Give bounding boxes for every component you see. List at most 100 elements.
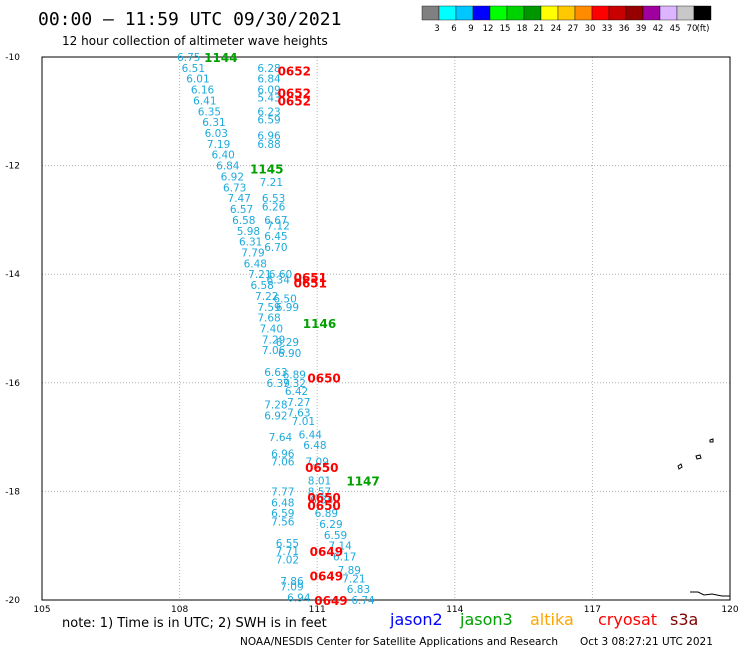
swh-value-label: 6.83 [347, 584, 370, 596]
satellite-legend-s3a: s3a [670, 610, 698, 629]
swh-value-label: 6.57 [230, 204, 253, 216]
swh-value-label: 6.89 [283, 370, 306, 382]
colorbar-swatch [540, 5, 559, 21]
swh-value-label: 6.63 [264, 367, 287, 379]
colorbar-label: 36 [619, 24, 630, 34]
colorbar-label: (ft) [697, 24, 710, 34]
footer-timestamp: Oct 3 08:27:21 UTC 2021 [580, 636, 713, 648]
swh-value-label: 6.59 [324, 530, 347, 542]
swh-value-label: 6.53 [262, 193, 285, 205]
swh-value-label: 6.03 [205, 128, 228, 140]
colorbar-label: 70 [687, 24, 698, 34]
satellite-legend: jason2 jason3 altika cryosat s3a [389, 610, 698, 629]
pass-time-label: 0650 [305, 461, 338, 475]
x-tick-label: 120 [721, 605, 738, 615]
colorbar-swatch [506, 5, 525, 21]
pass-time-label: 1146 [303, 317, 336, 331]
swh-value-label: 6.59 [271, 508, 294, 520]
x-tick-label: 105 [33, 605, 50, 615]
chart-subtitle: 12 hour collection of altimeter wave hei… [62, 34, 328, 48]
colorbar-label: 42 [653, 24, 664, 34]
footer-note: note: 1) Time is in UTC; 2) SWH is in fe… [62, 616, 327, 631]
pass-time-label: 0650 [307, 491, 340, 505]
colorbar-label: 21 [534, 24, 545, 34]
swh-value-label: 7.19 [207, 139, 230, 151]
pass-time-label: 0651 [294, 271, 327, 285]
swh-value-label: 7.21 [342, 573, 365, 585]
swh-value-label: 6.34 [267, 275, 291, 287]
swh-value-label: 7.71 [276, 546, 299, 558]
swh-value-label: 7.59 [257, 302, 280, 314]
pass-time-label: 0652 [278, 65, 311, 79]
swh-value-label: 6.26 [262, 201, 286, 213]
colorbar-label: 9 [468, 24, 473, 34]
swh-value-label: 6.92 [264, 410, 287, 422]
x-tick-label: 108 [171, 605, 188, 615]
swh-value-label: 7.14 [328, 541, 352, 553]
swh-value-label: 7.09 [280, 581, 303, 593]
x-tick-label: 111 [309, 605, 326, 615]
swh-value-label: 6.17 [333, 552, 356, 564]
y-tick-label: -20 [5, 596, 20, 606]
colorbar-label: 33 [602, 24, 613, 34]
pass-time-label: 0650 [307, 499, 340, 513]
colorbar-swatch [676, 5, 695, 21]
colorbar-label: 24 [551, 24, 562, 34]
colorbar-swatch [438, 5, 457, 21]
swh-value-label: 7.01 [292, 416, 315, 428]
pass-time-label: 1147 [346, 475, 379, 489]
pass-time-label: 1144 [204, 51, 237, 65]
swh-labels: 6.756.516.016.166.416.356.316.037.196.40… [177, 52, 375, 607]
swh-value-label: 6.01 [186, 74, 209, 86]
swh-value-label: 6.60 [269, 269, 292, 281]
pass-time-label: 0650 [307, 371, 340, 385]
swh-value-label: 6.73 [223, 182, 246, 194]
footer-credit: NOAA/NESDIS Center for Satellite Applica… [240, 636, 558, 648]
colorbar-label: 27 [568, 24, 579, 34]
swh-value-label: 6.09 [257, 85, 280, 97]
colorbar-label: 18 [517, 24, 528, 34]
y-tick-label: -14 [5, 270, 20, 280]
swh-value-label: 6.31 [202, 117, 225, 129]
pass-time-label: 0649 [310, 545, 343, 559]
swh-value-label: 6.31 [239, 237, 262, 249]
swh-value-label: 7.12 [267, 220, 290, 232]
swh-value-label: 7.09 [306, 457, 329, 469]
colorbar-label: 45 [670, 24, 681, 34]
satellite-legend-altika: altika [530, 610, 574, 629]
swh-value-label: 7.06 [262, 345, 286, 357]
swh-value-label: 7.89 [338, 565, 361, 577]
swh-value-label: 6.89 [315, 508, 338, 520]
x-tick-label: 114 [446, 605, 463, 615]
swh-value-label: 5.98 [237, 226, 260, 238]
swh-value-label: 6.35 [198, 106, 221, 118]
pass-time-labels: 1144065206520652114506510651114606500650… [204, 51, 380, 608]
swh-value-label: 6.96 [271, 448, 295, 460]
swh-value-label: 7.77 [271, 486, 294, 498]
colorbar-swatch [455, 5, 474, 21]
swh-value-label: 7.28 [264, 400, 287, 412]
colorbar-label: 39 [636, 24, 647, 34]
y-tick-label: -18 [5, 487, 20, 497]
swh-value-label: 6.39 [267, 378, 290, 390]
swh-value-label: 6.16 [191, 85, 215, 97]
swh-value-label: 6.48 [244, 258, 267, 270]
swh-value-label: 7.27 [287, 397, 310, 409]
swh-value-label: 6.28 [257, 63, 280, 75]
swh-value-label: 7.47 [228, 193, 251, 205]
swh-value-label: 6.88 [257, 139, 280, 151]
swh-value-label: 7.06 [271, 457, 295, 469]
y-tick-label: -12 [5, 162, 20, 172]
colorbar-label: 12 [483, 24, 494, 34]
swh-value-label: 8.57 [308, 486, 331, 498]
swh-value-label: 7.02 [276, 554, 299, 566]
swh-value-label: 6.34 [310, 495, 334, 507]
colorbar-swatch [693, 5, 712, 21]
colorbar-swatch [591, 5, 610, 21]
colorbar-label: 15 [500, 24, 511, 34]
pass-time-label: 0652 [278, 94, 311, 108]
pass-time-label: 0649 [310, 570, 343, 584]
swh-value-label: 6.29 [276, 337, 299, 349]
swh-value-label: 6.74 [351, 595, 375, 607]
